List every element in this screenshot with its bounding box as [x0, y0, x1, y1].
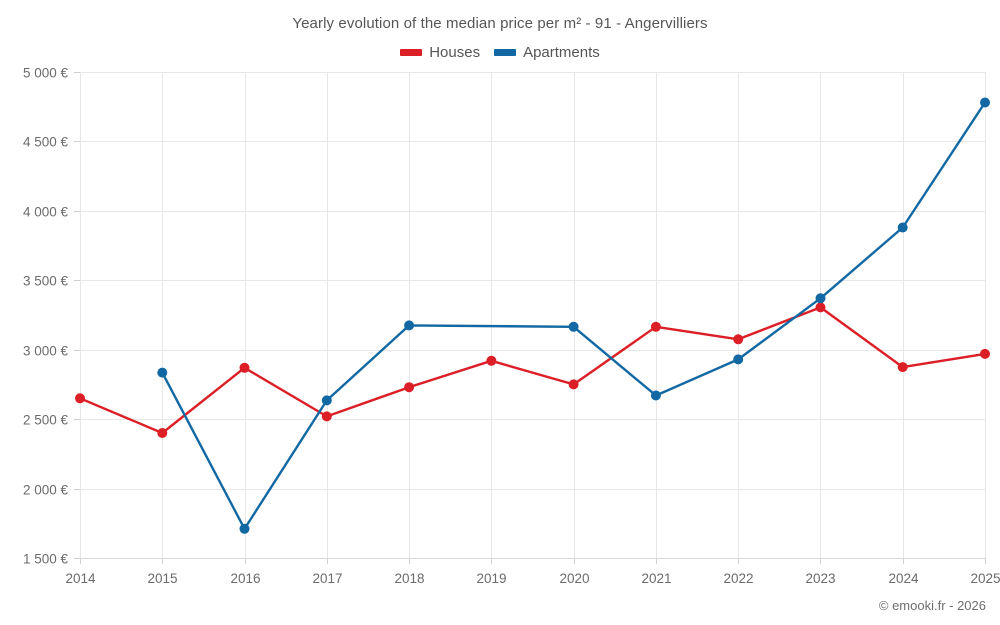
data-point-apartments-2018[interactable]: [404, 320, 415, 331]
data-point-houses-2019[interactable]: [486, 355, 497, 366]
x-tick-label: 2023: [805, 571, 835, 586]
series-lines: [78, 101, 987, 530]
data-point-apartments-2024[interactable]: [897, 222, 908, 233]
copyright-credit: © emooki.fr - 2026: [878, 598, 986, 613]
data-point-houses-2020[interactable]: [568, 379, 579, 390]
x-tick-label: 2019: [476, 571, 506, 586]
chart-legend: Houses Apartments: [0, 44, 1000, 61]
x-tick-label: 2017: [312, 571, 342, 586]
data-point-houses-2018[interactable]: [404, 382, 415, 393]
x-gridlines: [80, 72, 986, 564]
legend-item-apartments[interactable]: Apartments: [494, 44, 600, 61]
y-tick-label: 5 000 €: [23, 66, 69, 81]
x-tick-label: 2021: [641, 571, 671, 586]
legend-swatch-houses: [400, 49, 423, 56]
chart-title: Yearly evolution of the median price per…: [292, 15, 708, 32]
y-tick-label: 1 500 €: [23, 552, 69, 567]
data-point-apartments-2015[interactable]: [157, 367, 168, 378]
x-tick-label: 2022: [723, 571, 753, 586]
x-tick-label: 2025: [970, 571, 1000, 586]
data-point-houses-2022[interactable]: [733, 334, 744, 345]
y-tick-label: 3 500 €: [23, 274, 69, 289]
data-point-houses-2021[interactable]: [650, 321, 661, 332]
y-tick-label: 2 000 €: [23, 483, 69, 498]
y-tick-labels: 1 500 € 2 000 € 2 500 € 3 000 € 3 500 € 4 000…: [23, 66, 69, 567]
series-line-apartments: [161, 101, 987, 530]
data-point-apartments-2016[interactable]: [239, 523, 250, 534]
legend-item-houses[interactable]: Houses: [400, 44, 480, 61]
legend-label-houses: Houses: [429, 44, 481, 61]
x-tick-labels: 2014 2015 2016 2017 2018 2019 2020 2021 2022 2023…: [65, 571, 1000, 586]
x-tick-label: 2015: [147, 571, 177, 586]
x-tick-label: 2020: [559, 571, 589, 586]
x-tick-label: 2016: [230, 571, 260, 586]
y-tick-label: 2 500 €: [23, 413, 69, 428]
y-tick-label: 3 000 €: [23, 344, 69, 359]
data-point-houses-2024[interactable]: [897, 362, 908, 373]
y-tick-label: 4 000 €: [23, 205, 69, 220]
legend-swatch-apartments: [494, 49, 517, 56]
x-tick-label: 2014: [65, 571, 96, 586]
data-point-houses-2014[interactable]: [75, 393, 85, 404]
data-point-houses-2025[interactable]: [980, 348, 990, 359]
series-points: [75, 97, 990, 534]
y-gridlines: [74, 72, 985, 559]
data-point-apartments-2022[interactable]: [733, 354, 744, 365]
data-point-houses-2016[interactable]: [239, 362, 250, 373]
data-point-apartments-2020[interactable]: [568, 321, 579, 332]
data-point-apartments-2023[interactable]: [815, 293, 826, 304]
data-point-houses-2015[interactable]: [157, 428, 168, 438]
x-tick-label: 2024: [888, 571, 919, 586]
data-point-houses-2023[interactable]: [815, 302, 826, 313]
data-point-houses-2017[interactable]: [321, 411, 332, 422]
data-point-apartments-2025[interactable]: [980, 97, 990, 108]
data-point-apartments-2017[interactable]: [321, 395, 332, 406]
x-tick-label: 2018: [394, 571, 424, 586]
legend-label-apartments: Apartments: [523, 44, 600, 61]
series-line-houses: [78, 306, 987, 435]
data-point-apartments-2021[interactable]: [650, 390, 661, 401]
y-tick-label: 4 500 €: [23, 135, 69, 150]
